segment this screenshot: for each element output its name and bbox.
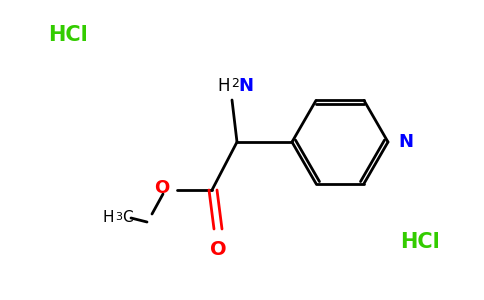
- Text: N: N: [398, 133, 413, 151]
- Text: C: C: [122, 211, 133, 226]
- Text: H: H: [103, 211, 114, 226]
- Text: 2: 2: [231, 77, 239, 90]
- Text: O: O: [210, 240, 227, 259]
- Text: HCl: HCl: [400, 232, 440, 252]
- Text: 3: 3: [115, 212, 122, 222]
- Text: O: O: [154, 179, 169, 197]
- Text: HCl: HCl: [48, 25, 88, 45]
- Text: N: N: [238, 77, 253, 95]
- Text: H: H: [217, 77, 230, 95]
